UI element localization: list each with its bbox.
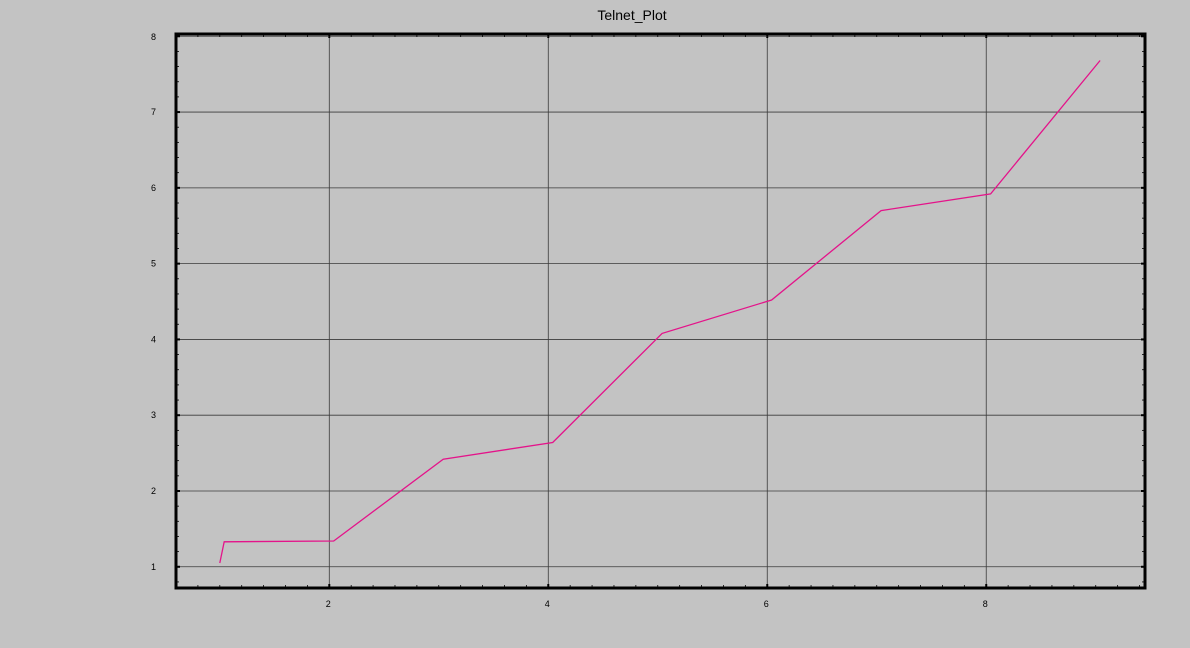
x-tick-label: 2	[326, 599, 331, 609]
y-tick-label: 2	[151, 486, 156, 496]
x-tick-label: 6	[764, 599, 769, 609]
y-tick-label: 4	[151, 334, 156, 344]
y-tick-label: 6	[151, 183, 156, 193]
tick-labels: 2 4 6 8 1 2 3 4 5 6 7 8	[151, 32, 988, 609]
x-tick-label: 4	[545, 599, 550, 609]
y-tick-label: 3	[151, 410, 156, 420]
y-tick-label: 1	[151, 562, 156, 572]
y-tick-label: 5	[151, 259, 156, 269]
y-tick-label: 8	[151, 32, 156, 42]
y-tick-label: 7	[151, 107, 156, 117]
plot-frame	[174, 32, 1147, 590]
plot-border	[174, 32, 1147, 590]
series-layer	[219, 60, 1101, 564]
grid-layer	[176, 34, 1145, 588]
minor-ticks	[175, 34, 1145, 588]
x-tick-label: 8	[983, 599, 988, 609]
chart-title: Telnet_Plot	[597, 7, 667, 23]
series-line	[219, 60, 1101, 564]
